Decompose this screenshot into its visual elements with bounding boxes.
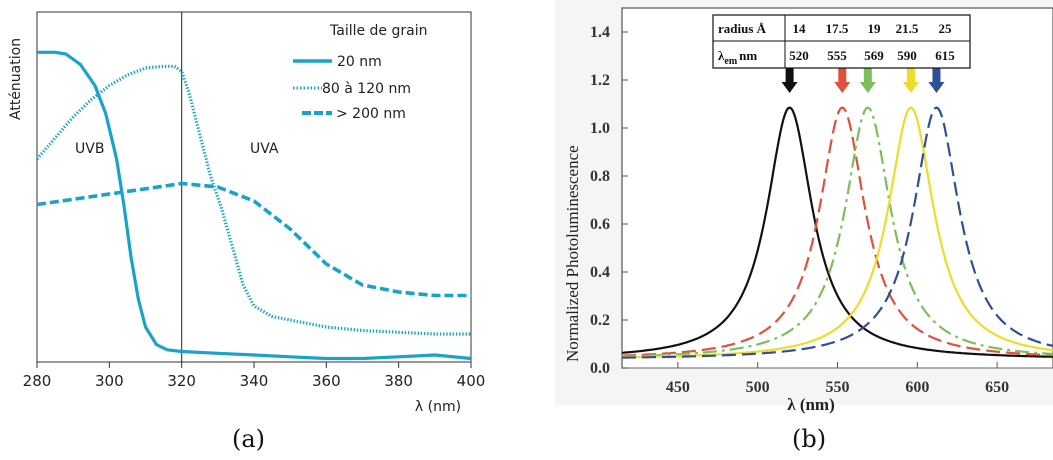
chart-a-legend: Taille de grain 20 nm 80 à 120 nm > 200 … bbox=[293, 23, 427, 122]
chart-a-legend-label-200nm: > 200 nm bbox=[336, 106, 406, 122]
chart-b-table-lambda-cell: 569 bbox=[864, 48, 884, 63]
chart-b-ytick-label: 0.6 bbox=[590, 216, 610, 233]
chart-b-series-line-2 bbox=[621, 106, 1053, 358]
chart-b-table-row2-header-unit: nm bbox=[739, 48, 757, 63]
caption-a: (a) bbox=[232, 425, 265, 453]
chart-a-legend-title: Taille de grain bbox=[329, 23, 427, 39]
chart-a-xtick-label: 360 bbox=[312, 372, 341, 390]
chart-b-table-radius-cell: 25 bbox=[939, 21, 953, 36]
chart-a-annotation-uva: UVA bbox=[250, 141, 279, 157]
chart-a-plot-frame bbox=[36, 11, 472, 363]
chart-b-peak-arrow-0 bbox=[781, 68, 798, 93]
chart-b-table-lambda-cell: 590 bbox=[897, 48, 917, 63]
chart-a-xtick-label: 400 bbox=[457, 372, 486, 390]
caption-b: (b) bbox=[792, 425, 826, 453]
chart-b-series-line-0 bbox=[621, 106, 1053, 358]
chart-a-ylabel: Atténuation bbox=[8, 38, 24, 120]
chart-a-xtick-label: 340 bbox=[240, 372, 269, 390]
chart-b-table-lambda-cell: 615 bbox=[935, 48, 955, 63]
chart-b-table-radius-cell: 14 bbox=[793, 21, 807, 36]
chart-b-peak-arrow-2 bbox=[859, 68, 876, 93]
chart-a-legend-label-20nm: 20 nm bbox=[337, 54, 382, 70]
chart-b-series-line-4 bbox=[622, 106, 1053, 359]
chart-b-xtick-label: 550 bbox=[826, 379, 850, 396]
chart-b-ylabel: Normalized Photoluminescence bbox=[563, 145, 582, 362]
chart-b-peak-arrow-1 bbox=[834, 68, 851, 93]
chart-a-series-line-2 bbox=[36, 181, 471, 298]
chart-a-annotation-uvb: UVB bbox=[75, 141, 104, 157]
chart-b-table-lambda-cell: 520 bbox=[789, 48, 809, 63]
chart-b-xtick-label: 450 bbox=[666, 379, 690, 396]
chart-b-table-row2-header: λem nm bbox=[718, 48, 757, 67]
chart-b: 450 500 550 600 6500.00.20.40.60.81.01.21.4 … bbox=[555, 0, 1053, 414]
chart-a-series-line-1 bbox=[35, 64, 471, 336]
chart-b-ytick-label: 1.2 bbox=[590, 72, 610, 89]
chart-b-series-line-1 bbox=[622, 106, 1053, 357]
chart-b-table-lambda-cell: 555 bbox=[827, 48, 847, 63]
chart-b-ytick-label: 0.2 bbox=[590, 312, 610, 329]
chart-b-ytick-label: 0.8 bbox=[590, 168, 610, 185]
chart-b-table-radius-cell: 17.5 bbox=[826, 21, 849, 36]
chart-a-legend-label-80nm: 80 à 120 nm bbox=[322, 81, 411, 97]
chart-a-series-line-0 bbox=[37, 50, 472, 361]
chart-b-ytick-label: 1.0 bbox=[590, 120, 610, 137]
chart-a-xtick-label: 320 bbox=[167, 372, 196, 390]
chart-b-table-radius-cell: 19 bbox=[868, 21, 882, 36]
chart-b-ytick-label: 1.4 bbox=[590, 24, 610, 41]
chart-b-ytick-label: 0.0 bbox=[590, 360, 610, 377]
chart-b-peak-arrow-4 bbox=[928, 68, 945, 93]
chart-a-xtick-label: 380 bbox=[384, 372, 413, 390]
chart-b-xtick-label: 600 bbox=[905, 379, 929, 396]
chart-a-xtick-label: 300 bbox=[95, 372, 124, 390]
chart-b-table-row1-header: radius Å bbox=[718, 21, 767, 36]
chart-b-table-row2-header-symbol: λ bbox=[718, 48, 725, 63]
chart-a-xtick-label: 280 bbox=[23, 372, 52, 390]
chart-b-xtick-label: 500 bbox=[746, 379, 770, 396]
chart-b-table-radius-cell: 21.5 bbox=[896, 21, 919, 36]
chart-b-inset-table: radius Å λem nm 14 17.5 19 21.5 25 520 555 569 59… bbox=[712, 14, 971, 69]
chart-b-xlabel: λ (nm) bbox=[787, 395, 835, 414]
chart-b-xtick-label: 650 bbox=[985, 379, 1009, 396]
chart-a-xlabel: λ (nm) bbox=[415, 399, 461, 415]
chart-b-table-row2-header-subscript: em bbox=[724, 56, 737, 67]
chart-a: 280 300 320 340 360 380 400 Atténuation λ (nm)… bbox=[8, 11, 486, 415]
chart-b-peak-arrow-3 bbox=[902, 68, 919, 93]
chart-b-ytick-label: 0.4 bbox=[590, 264, 610, 281]
